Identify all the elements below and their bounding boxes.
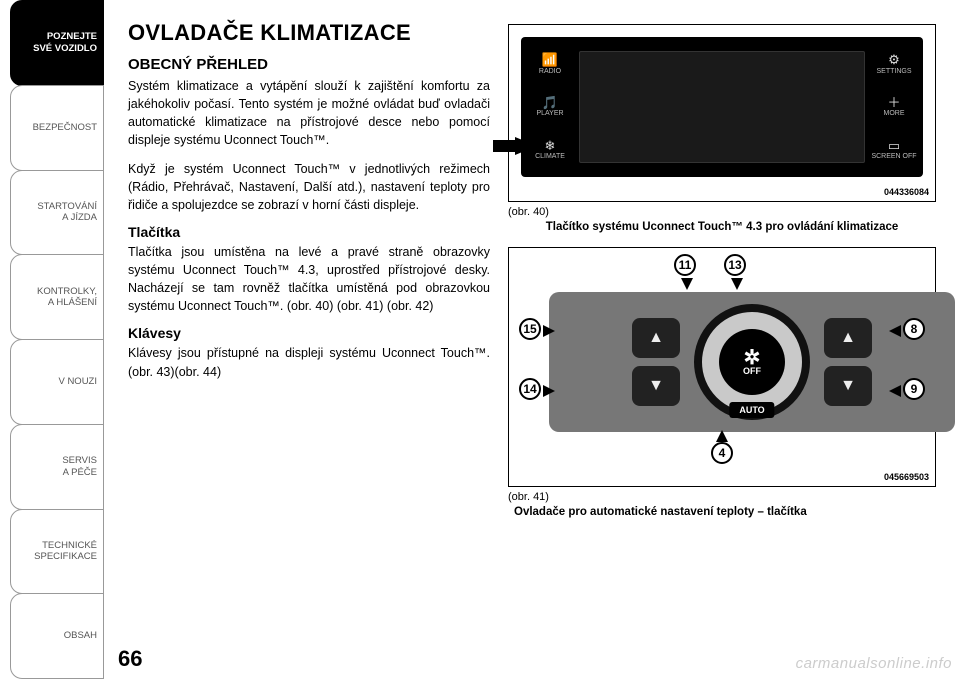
right-down-button[interactable]: ▼ bbox=[824, 366, 872, 406]
radio-icon: 📶 bbox=[525, 53, 575, 67]
tab-know-your-vehicle[interactable]: POZNEJTE SVÉ VOZIDLO bbox=[10, 0, 104, 86]
climate-panel: ▲ ▼ ✲ OFF AUTO ▲ bbox=[549, 292, 955, 432]
page-number: 66 bbox=[118, 646, 142, 672]
climate-icon: ❄ bbox=[525, 139, 575, 153]
tab-starting[interactable]: STARTOVÁNÍ A JÍZDA bbox=[10, 170, 104, 256]
callout-14: 14 bbox=[519, 378, 541, 400]
callout-4-arrow-icon bbox=[716, 430, 728, 442]
climate-panel-wrap: 11 13 ▲ ▼ ✲ bbox=[519, 258, 925, 472]
figure-41: 11 13 ▲ ▼ ✲ bbox=[508, 247, 936, 528]
screenoff-icon: ▭ bbox=[869, 139, 919, 153]
para-2: Když je systém Uconnect Touch™ v jednotl… bbox=[128, 160, 490, 214]
tab-label: BEZPEČNOST bbox=[33, 122, 97, 133]
left-up-button[interactable]: ▲ bbox=[632, 318, 680, 358]
callout-9: 9 bbox=[903, 378, 925, 400]
tab-label: POZNEJTE SVÉ VOZIDLO bbox=[33, 31, 97, 54]
page: POZNEJTE SVÉ VOZIDLO BEZPEČNOST STARTOVÁ… bbox=[0, 0, 960, 678]
right-knob-column: ▲ ▼ bbox=[820, 318, 876, 406]
tab-warning-lights[interactable]: KONTROLKY, A HLÁŠENÍ bbox=[10, 254, 104, 340]
triangle-up-icon: ▲ bbox=[840, 329, 856, 347]
player-label: PLAYER bbox=[536, 110, 563, 117]
watermark: carmanualsonline.info bbox=[796, 655, 952, 672]
para-3: Tlačítka jsou umístěna na levé a pravé s… bbox=[128, 243, 490, 316]
tab-service[interactable]: SERVIS A PÉČE bbox=[10, 424, 104, 510]
more-label: MORE bbox=[884, 110, 905, 117]
tab-specs[interactable]: TECHNICKÉ SPECIFIKACE bbox=[10, 509, 104, 595]
heading-keys: Klávesy bbox=[128, 325, 490, 341]
callout-8-arrow-icon bbox=[889, 325, 901, 337]
figure-40-caption: Tlačítko systému Uconnect Touch™ 4.3 pro… bbox=[508, 220, 936, 235]
callout-11-arrow-icon bbox=[681, 278, 693, 290]
climate-button[interactable]: ❄CLIMATE bbox=[525, 139, 575, 161]
para-4: Klávesy jsou přístupné na displeji systé… bbox=[128, 344, 490, 380]
radio-label: RADIO bbox=[539, 68, 561, 75]
center-knob-inner: ✲ OFF bbox=[719, 329, 785, 395]
callout-15: 15 bbox=[519, 318, 541, 340]
tab-label: OBSAH bbox=[64, 630, 97, 641]
screenoff-label: SCREEN OFF bbox=[871, 153, 916, 160]
triangle-up-icon: ▲ bbox=[648, 329, 664, 347]
triangle-down-icon: ▼ bbox=[840, 377, 856, 395]
callout-8: 8 bbox=[903, 318, 925, 340]
settings-icon: ⚙ bbox=[869, 53, 919, 67]
para-1: Systém klimatizace a vytápění slouží k z… bbox=[128, 77, 490, 150]
uconnect-left-buttons: 📶RADIO 🎵PLAYER ❄CLIMATE bbox=[521, 37, 579, 177]
figure-41-caption: Ovladače pro automatické nastavení teplo… bbox=[508, 505, 936, 520]
callout-15-arrow-icon bbox=[543, 325, 555, 337]
left-knob-column: ▲ ▼ bbox=[628, 318, 684, 406]
left-down-button[interactable]: ▼ bbox=[632, 366, 680, 406]
figure-41-number: (obr. 41) bbox=[508, 491, 936, 503]
figure-41-id: 045669503 bbox=[884, 472, 929, 482]
figure-40-id: 044336084 bbox=[884, 187, 929, 197]
callout-14-arrow-icon bbox=[543, 385, 555, 397]
sidebar: POZNEJTE SVÉ VOZIDLO BEZPEČNOST STARTOVÁ… bbox=[0, 0, 104, 678]
figure-40-number: (obr. 40) bbox=[508, 206, 936, 218]
center-knob[interactable]: ✲ OFF AUTO bbox=[694, 304, 810, 420]
main-content: OVLADAČE KLIMATIZACE OBECNÝ PŘEHLED Syst… bbox=[104, 0, 960, 678]
heading-buttons: Tlačítka bbox=[128, 224, 490, 240]
tab-label: TECHNICKÉ SPECIFIKACE bbox=[34, 540, 97, 563]
heading-2: OBECNÝ PŘEHLED bbox=[128, 56, 490, 73]
heading-1: OVLADAČE KLIMATIZACE bbox=[128, 20, 490, 46]
image-column: 📶RADIO 🎵PLAYER ❄CLIMATE ⚙SETTINGS ＋MORE … bbox=[508, 20, 936, 668]
uconnect-right-buttons: ⚙SETTINGS ＋MORE ▭SCREEN OFF bbox=[865, 37, 923, 177]
uconnect-unit: 📶RADIO 🎵PLAYER ❄CLIMATE ⚙SETTINGS ＋MORE … bbox=[521, 37, 923, 177]
player-icon: 🎵 bbox=[525, 96, 575, 110]
callout-13-arrow-icon bbox=[731, 278, 743, 290]
triangle-down-icon: ▼ bbox=[648, 377, 664, 395]
more-button[interactable]: ＋MORE bbox=[869, 96, 919, 118]
more-icon: ＋ bbox=[869, 96, 919, 110]
callout-13: 13 bbox=[724, 254, 746, 276]
tab-label: V NOUZI bbox=[58, 376, 97, 387]
figure-40-frame: 📶RADIO 🎵PLAYER ❄CLIMATE ⚙SETTINGS ＋MORE … bbox=[508, 24, 936, 202]
radio-button[interactable]: 📶RADIO bbox=[525, 53, 575, 75]
figure-40: 📶RADIO 🎵PLAYER ❄CLIMATE ⚙SETTINGS ＋MORE … bbox=[508, 24, 936, 243]
uconnect-screen bbox=[579, 51, 865, 163]
callout-4: 4 bbox=[711, 442, 733, 464]
player-button[interactable]: 🎵PLAYER bbox=[525, 96, 575, 118]
tab-safety[interactable]: BEZPEČNOST bbox=[10, 85, 104, 171]
right-up-button[interactable]: ▲ bbox=[824, 318, 872, 358]
screenoff-button[interactable]: ▭SCREEN OFF bbox=[869, 139, 919, 161]
off-label: OFF bbox=[743, 366, 761, 376]
climate-label: CLIMATE bbox=[535, 153, 565, 160]
tab-contents[interactable]: OBSAH bbox=[10, 593, 104, 679]
tab-emergency[interactable]: V NOUZI bbox=[10, 339, 104, 425]
tab-label: STARTOVÁNÍ A JÍZDA bbox=[37, 201, 97, 224]
figure-41-frame: 11 13 ▲ ▼ ✲ bbox=[508, 247, 936, 487]
settings-button[interactable]: ⚙SETTINGS bbox=[869, 53, 919, 75]
fan-icon: ✲ bbox=[744, 348, 761, 368]
settings-label: SETTINGS bbox=[876, 68, 911, 75]
tab-label: SERVIS A PÉČE bbox=[62, 455, 97, 478]
callout-9-arrow-icon bbox=[889, 385, 901, 397]
auto-label: AUTO bbox=[739, 405, 764, 415]
tab-label: KONTROLKY, A HLÁŠENÍ bbox=[37, 286, 97, 309]
callout-11: 11 bbox=[674, 254, 696, 276]
text-column: OVLADAČE KLIMATIZACE OBECNÝ PŘEHLED Syst… bbox=[128, 20, 508, 668]
auto-button[interactable]: AUTO bbox=[729, 402, 774, 418]
